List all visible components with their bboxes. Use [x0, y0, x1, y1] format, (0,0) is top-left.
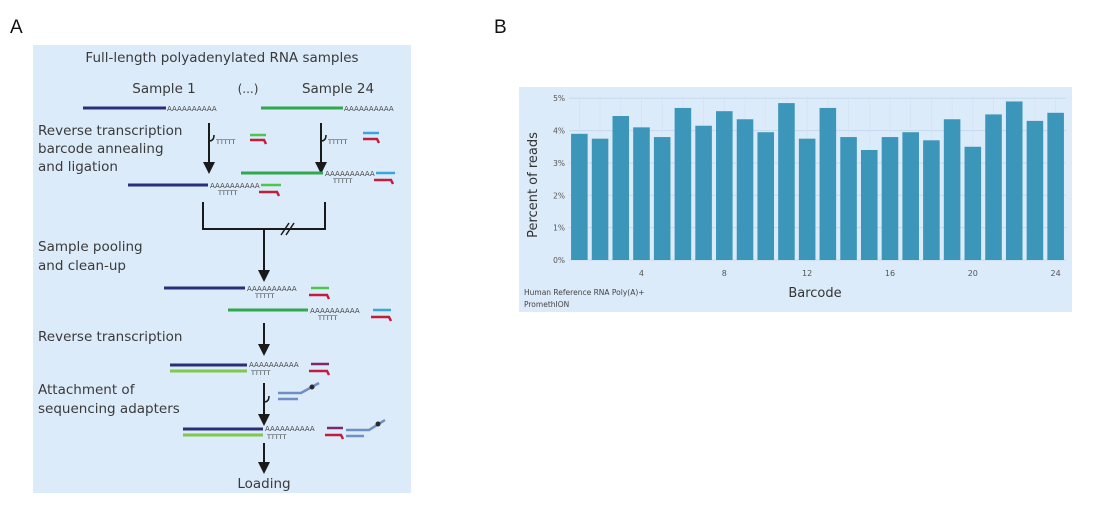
y-tick-label: 5%: [553, 94, 565, 103]
bar-barcode-2: [591, 138, 609, 260]
pooled-oligo-t-24: TTTTT: [317, 314, 337, 322]
pooling-bracket: [202, 202, 326, 230]
ligated-polya-24: AAAAAAAAAA: [325, 170, 375, 178]
bar-barcode-4: [633, 127, 650, 260]
bar-barcode-22: [1005, 101, 1023, 261]
y-tick-label: 1%: [553, 224, 565, 233]
step-rt-label: Reverse transcription: [38, 329, 182, 345]
pooled-oligo-t-1: TTTTT: [254, 292, 274, 300]
x-tick-label: 16: [885, 269, 895, 278]
x-tick-label: 20: [968, 269, 978, 278]
ligated-polya-1: AAAAAAAAAA: [210, 182, 260, 190]
bar-barcode-9: [736, 119, 754, 260]
bar-barcode-24: [1047, 112, 1064, 260]
y-tick-label: 3%: [553, 159, 565, 168]
sample-24-label: Sample 24: [302, 81, 374, 97]
panel-label-b: B: [494, 17, 507, 38]
pooled-polya-1: AAAAAAAAAA: [247, 285, 297, 293]
ligated-adapter-24: [374, 178, 395, 185]
ligated-adapter-1: [259, 190, 281, 197]
bar-barcode-18: [923, 140, 940, 260]
y-axis-ticks: 0% 1% 2% 3% 4% 5%: [553, 94, 565, 265]
bar-barcode-6: [674, 107, 692, 260]
workflow-diagram: Full-length polyadenylated RNA samples S…: [38, 50, 395, 492]
y-tick-label: 4%: [553, 127, 565, 136]
final-motor-protein-icon: [375, 421, 381, 427]
bar-barcode-23: [1026, 120, 1044, 260]
branch-rt-left: [208, 134, 215, 142]
step-rt-barcode-label: Reverse transcription barcode annealing …: [38, 123, 187, 175]
rt-adapter: [309, 369, 331, 376]
rt-oligo-t: TTTTT: [250, 369, 270, 377]
motor-protein-icon: [309, 384, 315, 390]
bar-barcode-3: [612, 116, 630, 260]
x-axis-label: Barcode: [788, 286, 841, 301]
pooled-adapter-24: [371, 315, 393, 322]
final-oligo-t: TTTTT: [266, 433, 286, 441]
bar-barcode-15: [860, 150, 878, 260]
pooled-adapter-1: [309, 293, 331, 300]
barcode-bar-chart: 0% 1% 2% 3% 4% 5% 4 8 12 16 20 24 Percent of reads…: [524, 94, 1066, 309]
bar-barcode-7: [695, 125, 712, 260]
final-ligation-adapter: [325, 433, 345, 440]
bar-barcode-17: [902, 132, 919, 260]
workflow-panel: Full-length polyadenylated RNA samples S…: [33, 45, 411, 493]
bar-barcode-5: [653, 137, 671, 260]
bracket-break-1: [280, 222, 290, 236]
ligation-adapter-right: [363, 137, 381, 144]
branch-adapters: [263, 395, 270, 403]
pooled-polya-24: AAAAAAAAAA: [310, 307, 360, 315]
bar-barcode-14: [840, 137, 857, 260]
x-tick-label: 12: [802, 269, 812, 278]
bar-barcode-10: [757, 132, 775, 260]
chart-caption-line-2: PromethION: [524, 300, 569, 309]
bar-barcode-1: [571, 133, 588, 260]
step-pooling-label: Sample pooling and clean-up: [38, 239, 147, 274]
y-tick-label: 2%: [553, 191, 565, 200]
y-tick-label: 0%: [553, 256, 565, 265]
bar-barcode-11: [778, 103, 795, 261]
ligated-oligo-t-24: TTTTT: [332, 177, 352, 185]
bar-barcode-13: [819, 107, 837, 260]
ligated-oligo-t-1: TTTTT: [217, 189, 237, 197]
barcode-chart-panel: 0% 1% 2% 3% 4% 5% 4 8 12 16 20 24 Percent of reads…: [519, 87, 1072, 312]
branch-rt-right: [320, 134, 327, 142]
bar-barcode-8: [716, 111, 733, 260]
y-axis-label: Percent of reads: [526, 132, 541, 238]
final-polya: AAAAAAAAAA: [265, 425, 315, 433]
chart-caption-line-1: Human Reference RNA Poly(A)+: [524, 288, 645, 297]
panel-label-a: A: [10, 17, 23, 38]
bar-barcode-20: [964, 146, 982, 260]
loading-label: Loading: [237, 476, 290, 492]
chart-bars: [571, 101, 1064, 261]
step-adapters-label: Attachment of sequencing adapters: [38, 382, 180, 417]
bar-barcode-12: [798, 138, 816, 260]
sample-1-label: Sample 1: [132, 81, 196, 97]
sample-1-polya: AAAAAAAAAA: [167, 105, 217, 113]
oligo-t-left: TTTTT: [215, 138, 235, 146]
x-tick-label: 8: [722, 269, 727, 278]
x-tick-label: 24: [1051, 269, 1061, 278]
bar-barcode-21: [985, 114, 1002, 260]
ligation-adapter-left: [250, 138, 268, 145]
x-tick-label: 4: [639, 269, 644, 278]
bracket-break-2: [285, 222, 295, 236]
sample-24-polya: AAAAAAAAAA: [344, 105, 394, 113]
workflow-title: Full-length polyadenylated RNA samples: [85, 50, 358, 66]
bar-barcode-16: [881, 137, 899, 260]
rt-polya: AAAAAAAAAA: [249, 361, 299, 369]
ellipsis-label: (...): [238, 82, 259, 96]
oligo-t-right: TTTTT: [327, 138, 347, 146]
x-axis-ticks: 4 8 12 16 20 24: [639, 269, 1061, 278]
bar-barcode-19: [943, 119, 961, 260]
